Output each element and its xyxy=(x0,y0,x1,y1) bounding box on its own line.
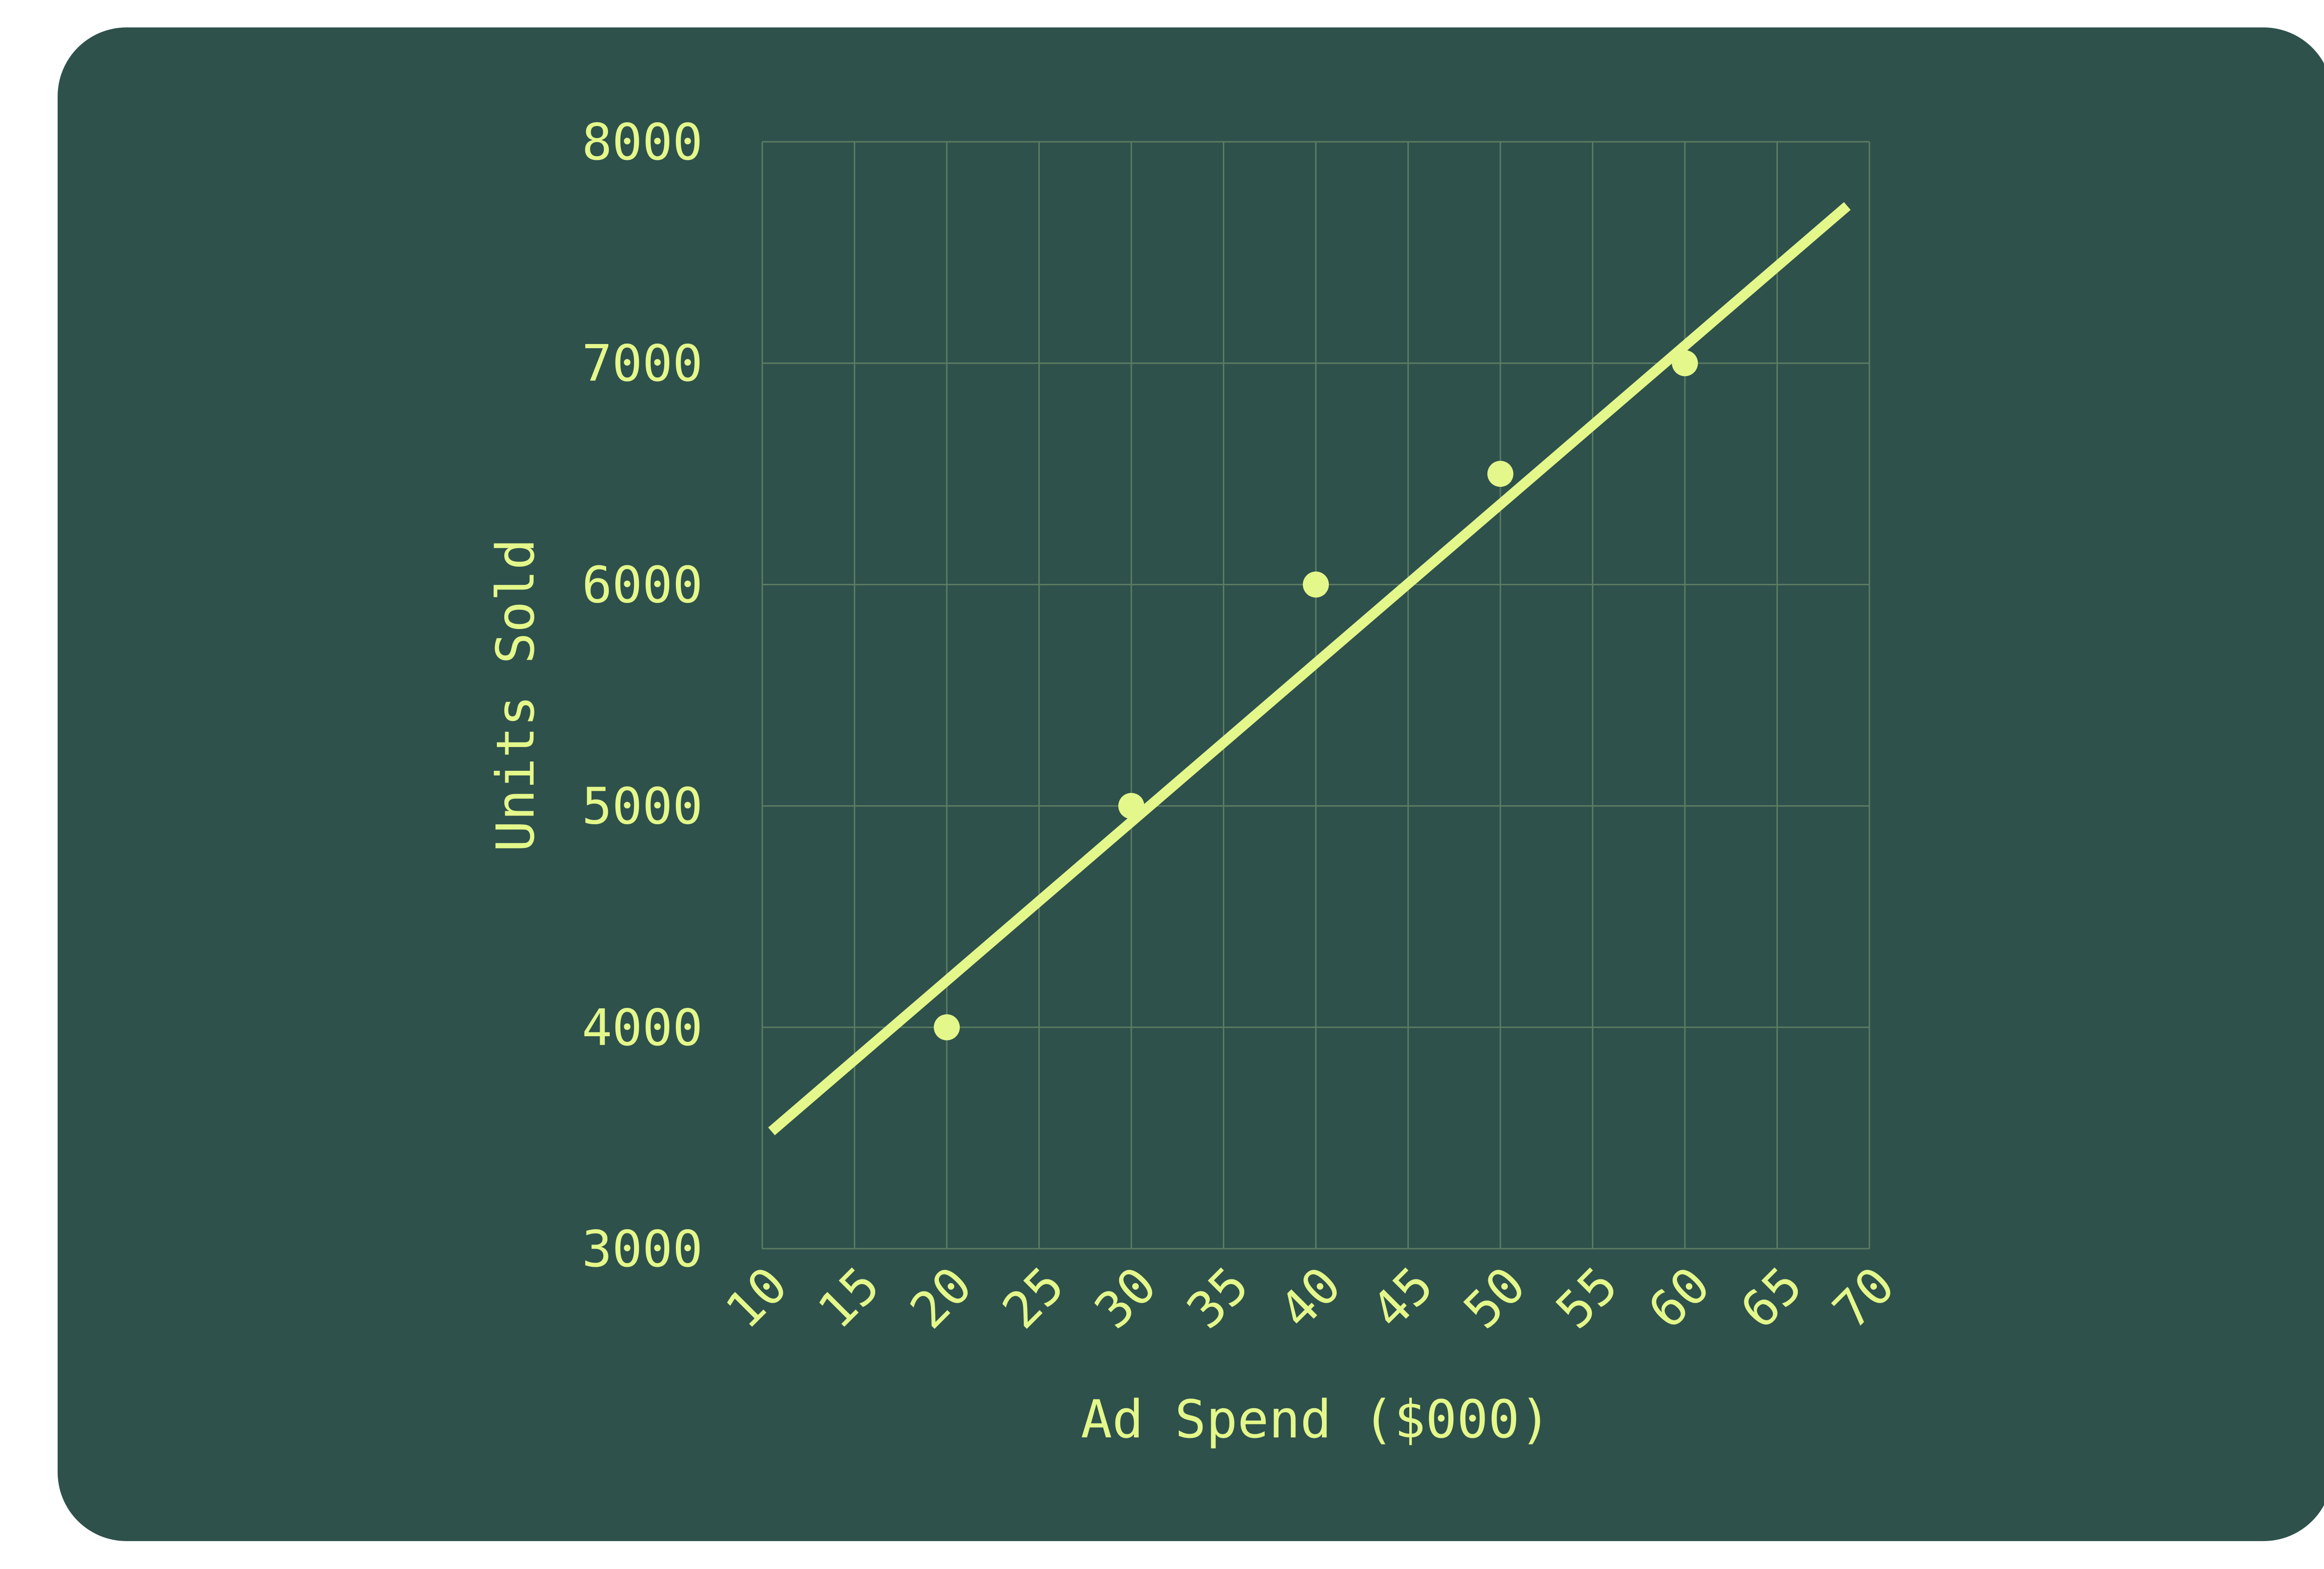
y-tick-label: 8000 xyxy=(582,113,703,172)
x-tick-label: 15 xyxy=(807,1256,891,1340)
y-axis-ticks: 3000 4000 5000 6000 7000 8000 xyxy=(582,113,703,1278)
y-tick-label: 5000 xyxy=(582,778,703,836)
x-tick-label: 60 xyxy=(1637,1256,1721,1340)
data-point xyxy=(1303,571,1329,598)
chart-card xyxy=(58,27,2324,1541)
data-point xyxy=(1487,461,1513,487)
y-tick-label: 6000 xyxy=(582,556,703,614)
x-tick-label: 40 xyxy=(1268,1256,1352,1340)
x-axis-ticks: 10 15 20 25 30 35 40 45 50 55 60 65 70 xyxy=(715,1256,1906,1340)
x-tick-label: 10 xyxy=(715,1256,799,1340)
x-tick-label: 45 xyxy=(1361,1256,1445,1340)
trend-line-group xyxy=(768,202,1851,1135)
trend-line xyxy=(768,202,1851,1135)
x-tick-label: 50 xyxy=(1453,1256,1537,1340)
x-tick-label: 20 xyxy=(899,1256,983,1340)
data-point xyxy=(934,1014,960,1040)
y-tick-label: 4000 xyxy=(582,999,703,1057)
y-tick-label: 7000 xyxy=(582,335,703,393)
y-tick-label: 3000 xyxy=(582,1220,703,1278)
y-axis-title: Units Sold xyxy=(486,538,546,852)
x-tick-label: 65 xyxy=(1730,1256,1814,1340)
x-axis-title: Ad Spend ($000) xyxy=(1081,1390,1551,1450)
x-tick-label: 25 xyxy=(992,1256,1076,1340)
x-tick-label: 30 xyxy=(1084,1256,1168,1340)
x-tick-label: 55 xyxy=(1545,1256,1629,1340)
x-tick-label: 35 xyxy=(1176,1256,1260,1340)
data-point xyxy=(1118,793,1144,819)
grid-lines xyxy=(761,141,1870,1250)
x-tick-label: 70 xyxy=(1822,1256,1906,1340)
data-points xyxy=(934,350,1698,1040)
data-point xyxy=(1672,350,1698,377)
